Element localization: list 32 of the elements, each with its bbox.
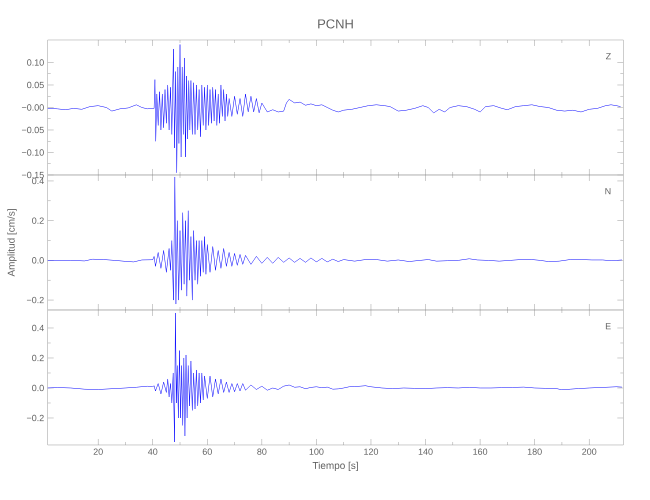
line-series (47, 176, 622, 304)
x-tick-label: 180 (528, 448, 542, 455)
x-tick-label: 40 (148, 448, 158, 455)
x-tick-label: 80 (257, 448, 266, 455)
y-tick-label: −0.15 (22, 172, 44, 178)
x-tick-label: 100 (310, 448, 324, 455)
y-tick-label: 0.05 (27, 82, 44, 88)
x-tick-label: 140 (418, 448, 433, 455)
y-tick-label: 0.0 (32, 384, 44, 392)
x-axis-title: Tiempo [s] (312, 462, 358, 471)
y-tick-label: 0.2 (32, 217, 44, 224)
y-tick-label: −0.00 (22, 104, 44, 111)
y-tick-label: −0.05 (22, 126, 44, 134)
y-tick-label: 0.2 (32, 354, 44, 362)
y-tick-label: −0.2 (26, 414, 44, 422)
x-tick-label: 200 (582, 448, 596, 455)
y-tick-label: −0.10 (22, 149, 44, 156)
x-tick-label: 160 (473, 448, 488, 455)
line-series (47, 44, 621, 173)
y-tick-label: 0.4 (32, 324, 44, 332)
chart-title: PCNH (318, 19, 353, 28)
y-tick-label: 0.4 (32, 178, 44, 184)
y-tick-label: 0.10 (27, 59, 44, 66)
annotation: Z (606, 53, 611, 60)
x-tick-label: 120 (364, 448, 378, 455)
y-tick-label: −0.2 (26, 296, 44, 304)
annotation: N (605, 188, 610, 194)
y-tick-label: 0.0 (32, 257, 44, 264)
x-tick-label: 20 (94, 448, 103, 455)
y-axis-title: Amplitud [cm/s] (7, 209, 17, 277)
x-tick-label: 60 (202, 448, 212, 455)
annotation: E (606, 323, 611, 330)
